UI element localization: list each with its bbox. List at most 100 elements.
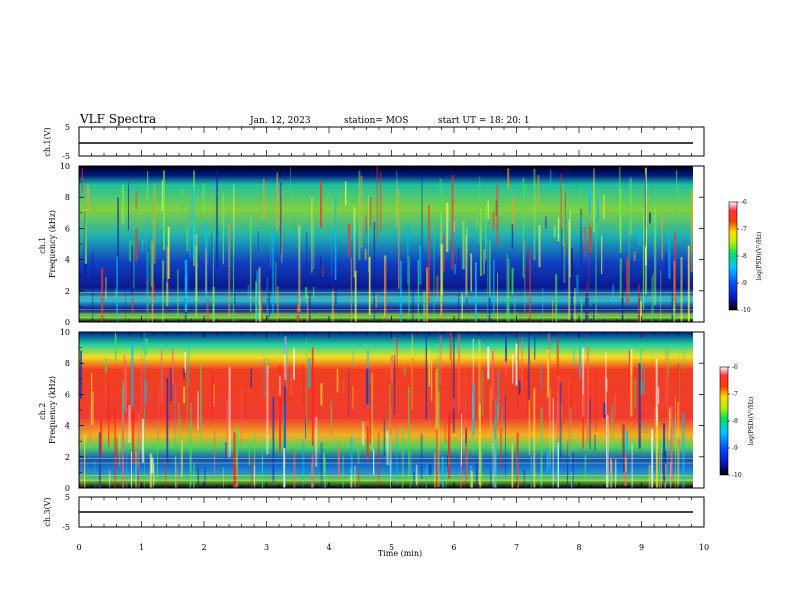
spectrogram-streak: [351, 377, 353, 413]
spectrogram-streak: [434, 453, 436, 488]
spectrogram-streak: [180, 416, 182, 481]
spectrogram-streak: [128, 405, 131, 443]
time-axis-tick-label: 7: [514, 543, 519, 552]
spectrogram-streak: [413, 471, 415, 488]
spectrogram-streak: [311, 453, 314, 488]
spectrogram-streak: [515, 343, 518, 386]
spectrogram-streak: [559, 381, 562, 459]
spectrogram-streak: [163, 170, 165, 250]
spectrogram-streak: [661, 215, 663, 260]
spectrogram-streak: [439, 333, 442, 385]
spectrogram-streak: [116, 437, 118, 465]
spectrogram-streak: [228, 214, 230, 268]
spectrogram-streak: [137, 412, 140, 488]
spectrogram-streak: [421, 178, 423, 272]
spectrogram-streak: [495, 200, 497, 216]
spectrogram-streak: [607, 391, 608, 476]
time-axis-tick-label: 6: [451, 543, 456, 552]
spectrogram-streak: [222, 193, 225, 265]
panel2-ytick-label: 8: [65, 359, 70, 368]
spectrogram-streak: [492, 211, 495, 230]
spectrogram-streak: [549, 170, 552, 191]
spectrogram-streak: [664, 253, 668, 269]
spectrogram-streak: [145, 338, 148, 355]
ch2-spectrogram-heatmap: [79, 332, 693, 488]
spectrogram-streak: [542, 288, 544, 322]
spectrogram-streak: [589, 398, 591, 450]
spectrogram-streak: [169, 368, 172, 402]
spectrogram-streak: [283, 386, 286, 474]
time-axis-tick-label: 1: [139, 543, 144, 552]
spectrogram-streak: [655, 406, 659, 488]
spectrogram-streak: [478, 339, 481, 419]
spectrogram-streak: [585, 293, 588, 322]
spectrogram-streak: [528, 332, 530, 400]
spectrogram-streak: [595, 366, 597, 432]
spectrogram-streak: [533, 168, 536, 261]
spectrogram-streak: [233, 184, 235, 256]
start-time-label: start UT = 18: 20: 1: [438, 116, 530, 126]
spectrogram-streak: [267, 299, 269, 319]
spectrogram-streak: [638, 227, 641, 247]
spectrogram-streak: [570, 383, 572, 408]
spectrogram-streak: [487, 235, 489, 322]
spectrogram-streak: [280, 182, 282, 254]
spectrogram-streak: [330, 227, 332, 277]
time-axis-tick-label: 3: [264, 543, 269, 552]
spectrogram-streak: [371, 372, 374, 451]
spectrogram-streak: [180, 188, 184, 215]
spectrogram-streak: [186, 228, 189, 252]
spectrogram-streak: [293, 348, 295, 380]
spectrogram-streak: [272, 396, 275, 482]
spectrogram-streak: [91, 391, 94, 426]
spectrogram-streak: [648, 464, 651, 488]
spectrogram-streak: [202, 183, 205, 213]
spectrogram-streak: [682, 413, 685, 488]
spectrogram-streak: [127, 183, 129, 231]
spectrogram-streak: [228, 224, 231, 321]
spectrogram-streak: [280, 185, 283, 263]
spectrogram-streak: [564, 192, 566, 256]
figure-title: VLF Spectra: [79, 112, 156, 126]
spectrogram-streak: [537, 174, 540, 209]
spectrogram-streak: [360, 175, 363, 248]
spectrogram-streak: [352, 385, 354, 410]
spectrogram-streak: [320, 383, 323, 406]
spectrogram-streak: [285, 342, 288, 390]
spectrogram-streak: [425, 336, 427, 420]
spectrogram-streak: [544, 216, 548, 229]
panel2-ytick-label: 4: [65, 422, 70, 431]
spectrogram-streak: [322, 266, 324, 277]
spectrogram-streak: [582, 348, 585, 418]
spectrogram-streak: [540, 407, 543, 488]
spectrogram-streak: [496, 184, 499, 246]
spectrogram-streak: [133, 239, 135, 289]
spectrogram-streak: [665, 347, 667, 407]
spectrogram-streak: [511, 443, 514, 488]
spectrogram-streak: [677, 363, 680, 427]
spectrogram-streak: [629, 177, 632, 235]
spectrogram-streak: [568, 377, 571, 457]
spectrogram-streak: [516, 432, 519, 488]
spectrogram-streak: [124, 360, 128, 413]
spectrogram-streak: [104, 276, 107, 299]
spectrogram-streak: [302, 363, 304, 402]
spectrogram-streak: [580, 215, 583, 227]
spectrogram-streak: [141, 418, 144, 463]
spectrogram-streak: [268, 286, 271, 317]
spectrogram-streak: [357, 448, 360, 464]
spectrogram-streak: [683, 347, 685, 371]
spectrogram-streak: [396, 428, 398, 486]
spectrogram-streak: [524, 184, 527, 198]
station-label: station= MOS: [344, 116, 408, 126]
spectrogram-streak: [507, 258, 510, 322]
spectrogram-streak: [183, 368, 185, 380]
spectrogram-streak: [451, 175, 454, 270]
time-axis-tick-label: 4: [326, 543, 331, 552]
spectrogram-streak: [472, 338, 475, 420]
spectrogram-streak: [625, 458, 627, 473]
spectrogram-streak: [183, 386, 186, 404]
spectrogram-streak: [583, 227, 587, 258]
panel1-ytick-label: 10: [60, 162, 70, 171]
spectrogram-streak: [580, 190, 583, 214]
